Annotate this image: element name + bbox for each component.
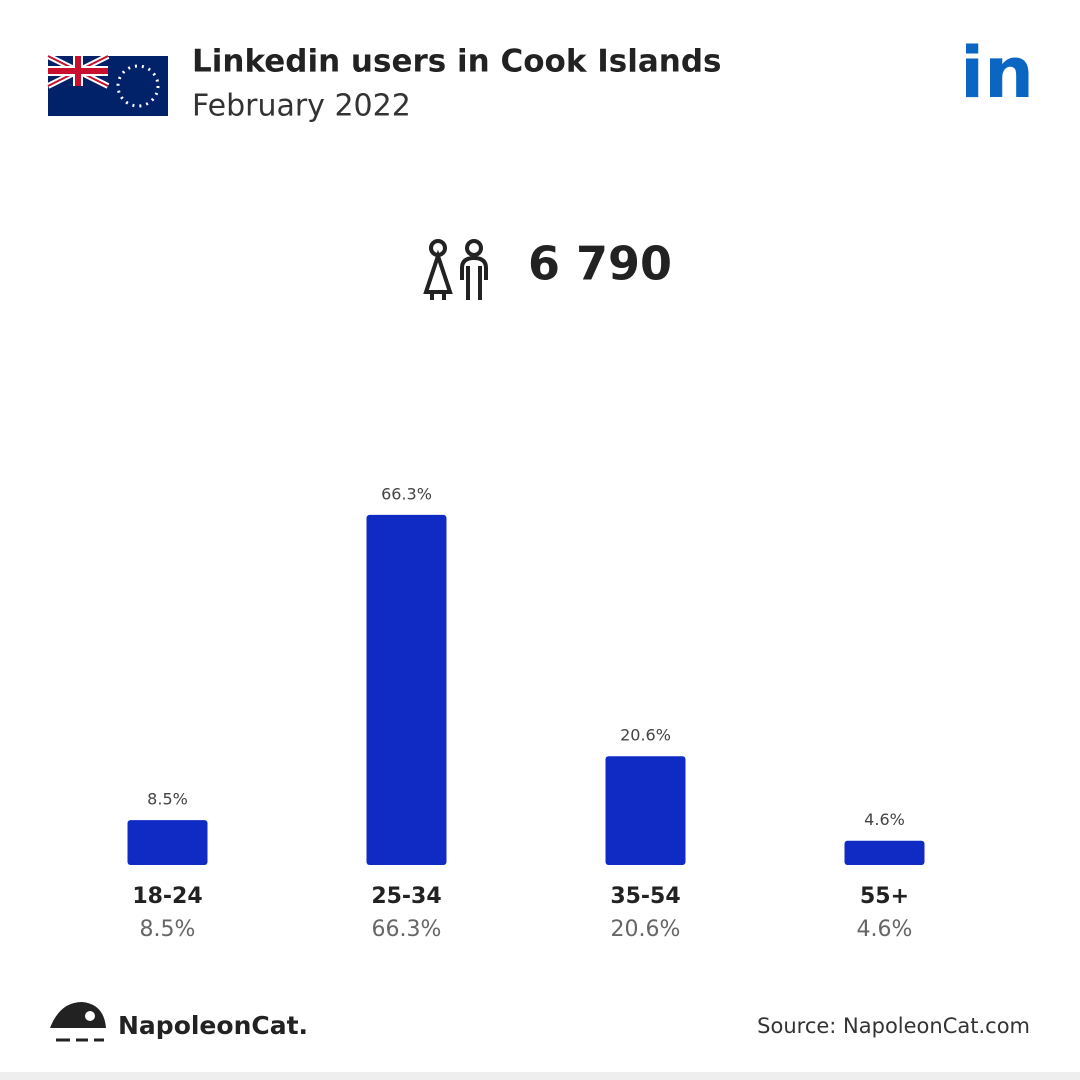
bottom-strip <box>0 1072 1080 1080</box>
bar-value-label: 66.3% <box>381 484 432 503</box>
linkedin-logo: in <box>960 32 1034 114</box>
category-percent: 4.6% <box>857 917 913 942</box>
flag <box>46 53 168 116</box>
category-label: 35-54 <box>610 884 680 909</box>
category-label: 25-34 <box>371 884 441 909</box>
subtitle: February 2022 <box>192 89 411 124</box>
title: Linkedin users in Cook Islands <box>192 44 722 80</box>
category-label: 55+ <box>860 884 909 909</box>
bar-value-label: 20.6% <box>620 726 671 745</box>
brand-logo <box>50 1002 106 1042</box>
category-percent: 66.3% <box>372 917 442 942</box>
bar <box>366 514 447 865</box>
source: Source: NapoleonCat.com <box>757 1014 1030 1038</box>
category-percent: 20.6% <box>611 917 681 942</box>
category-label: 18-24 <box>132 884 202 909</box>
bar <box>844 840 925 865</box>
bar-value-label: 8.5% <box>147 790 188 809</box>
category-percent: 8.5% <box>140 917 196 942</box>
people-icon <box>423 239 488 300</box>
bar <box>605 756 686 865</box>
bar-value-label: 4.6% <box>864 810 905 829</box>
bar <box>127 820 208 865</box>
total-users: 6 790 <box>528 237 672 291</box>
brand-name: NapoleonCat. <box>118 1011 308 1040</box>
